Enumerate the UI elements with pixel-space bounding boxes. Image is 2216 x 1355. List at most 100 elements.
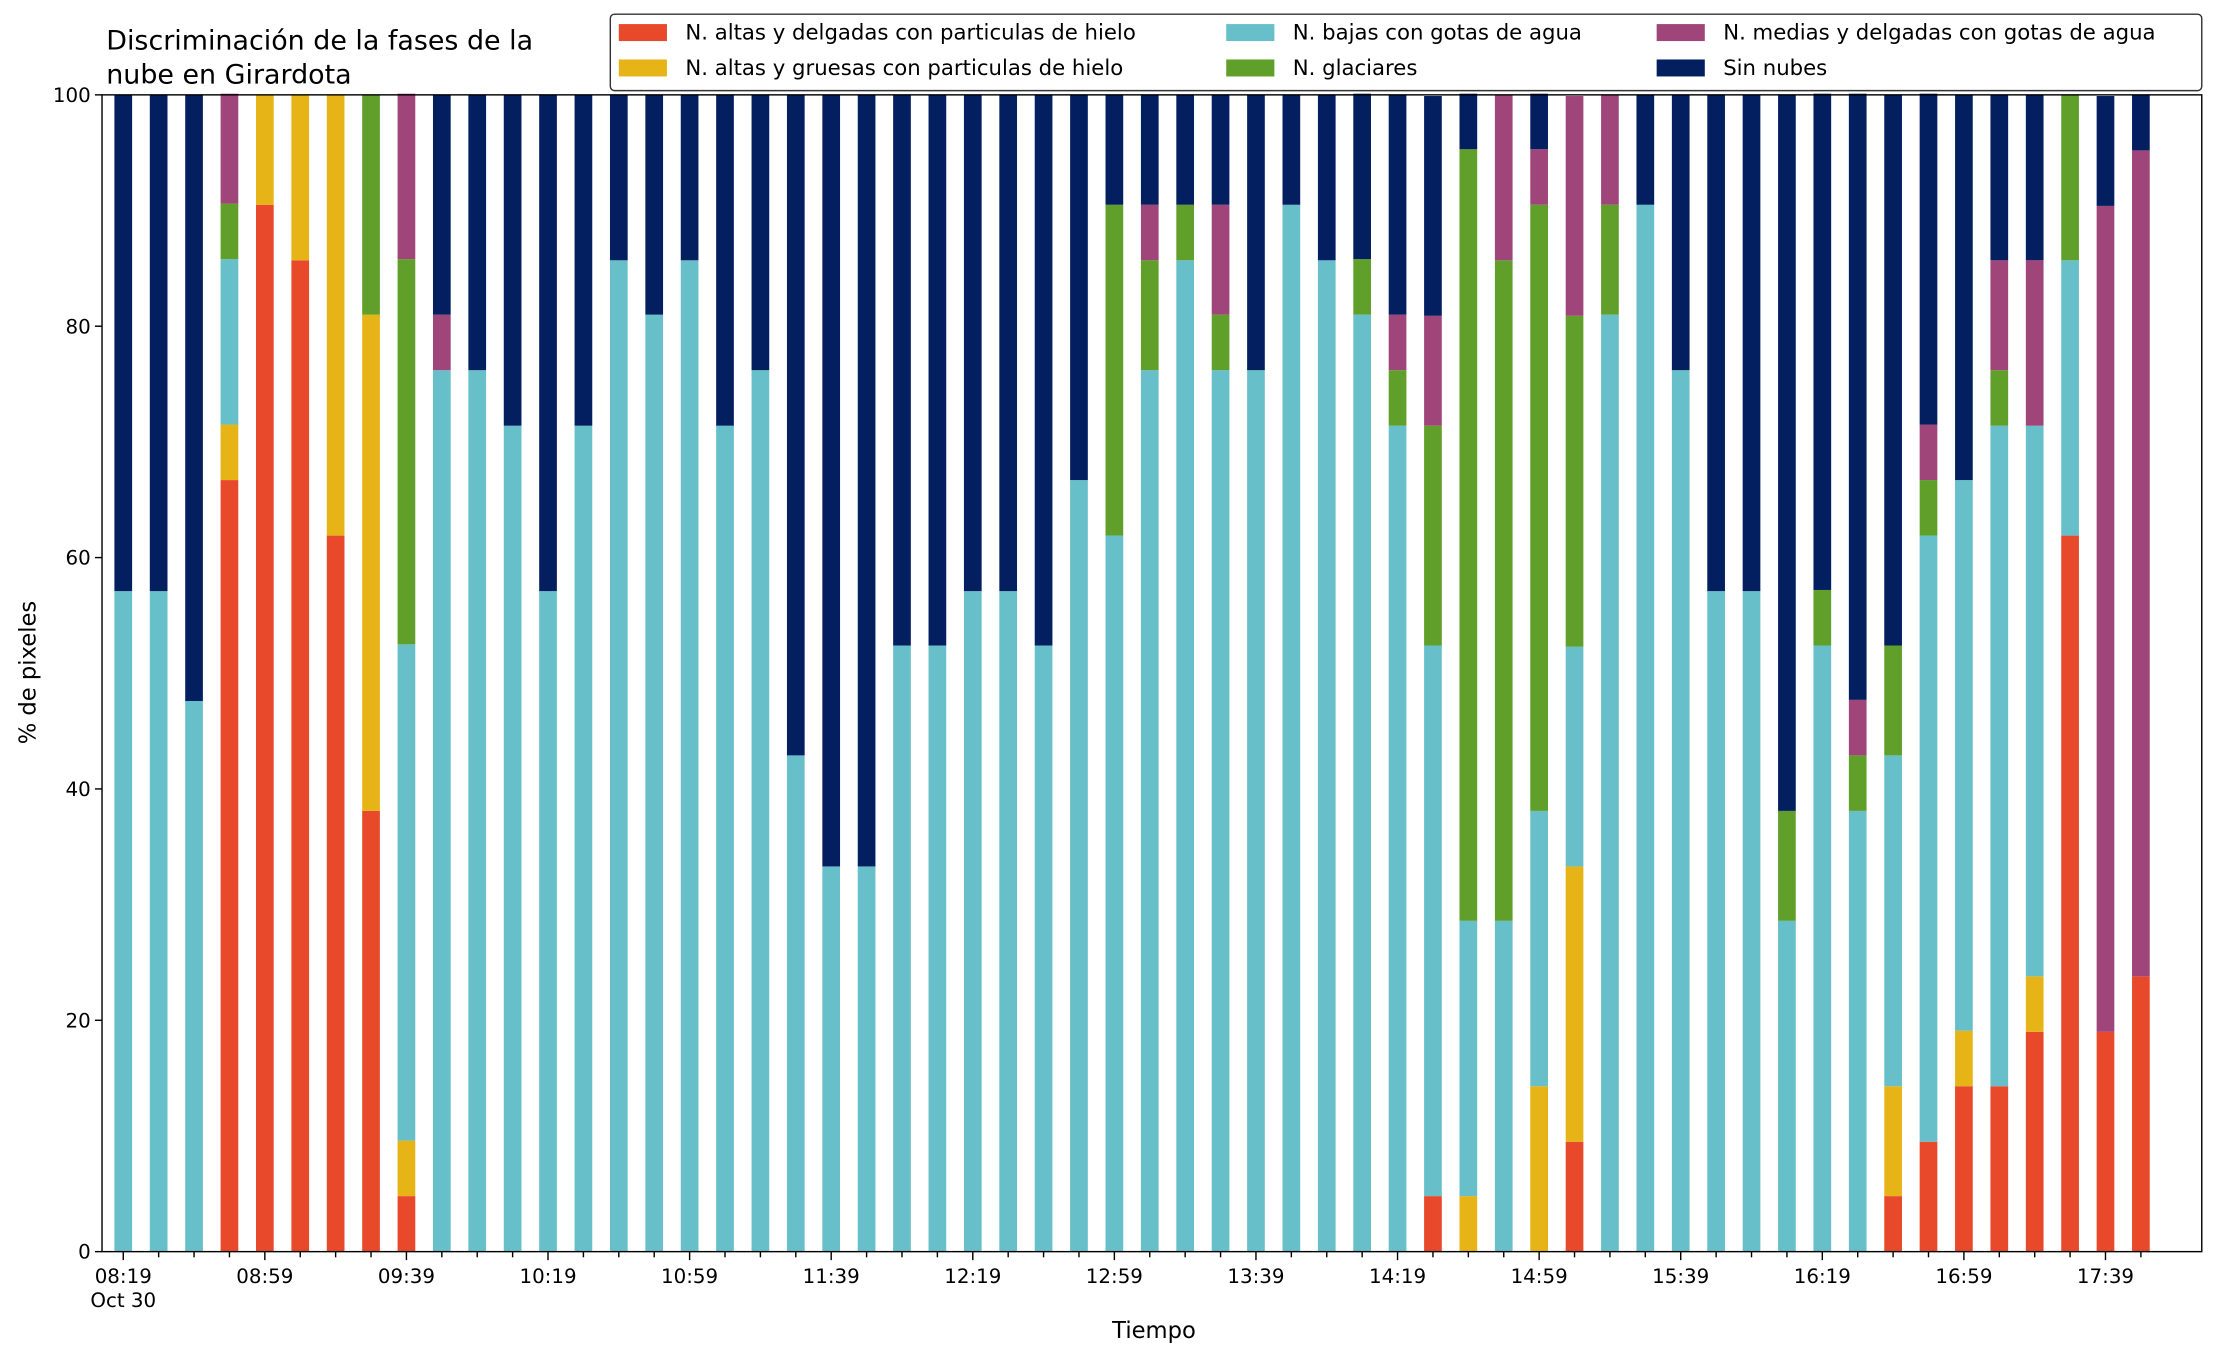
bar-segment <box>645 314 664 1252</box>
bar-segment <box>1990 425 2009 1087</box>
bar-segment <box>432 370 451 1252</box>
bar-segment <box>1848 755 1867 811</box>
legend-swatch <box>1226 24 1275 42</box>
bar-segment <box>1424 1196 1442 1252</box>
x-date-label: Oct 30 <box>90 1289 156 1312</box>
legend-swatch <box>1656 24 1705 42</box>
bar-segment <box>220 203 239 260</box>
bar-segment <box>503 425 522 1252</box>
bar-segment <box>149 94 168 592</box>
bar-segment <box>362 94 380 315</box>
bar-segment <box>1919 1141 1938 1252</box>
bar-segment <box>539 591 557 1252</box>
bar-segment <box>220 259 239 425</box>
bar-segment <box>893 94 911 646</box>
bar-segment <box>1459 93 1478 150</box>
bar-segment <box>751 370 770 1252</box>
bar-segment <box>1565 866 1584 1142</box>
legend-label: N. bajas con gotas de agua <box>1293 21 1582 46</box>
bar-segment <box>1955 480 1973 1031</box>
bar-segment <box>1919 424 1938 481</box>
bar-segment <box>2061 535 2079 1252</box>
x-tick-label: 14:59 <box>1511 1265 1568 1288</box>
bar-segment <box>1530 93 1548 150</box>
bar-segment <box>1388 314 1407 371</box>
bar-segment <box>291 94 310 261</box>
y-tick-label: 20 <box>65 1009 90 1032</box>
bar-segment <box>397 1196 416 1252</box>
bar-segment <box>255 94 274 205</box>
bar-segment <box>397 93 416 260</box>
bar-segment <box>1707 591 1725 1252</box>
bar-segment <box>1459 920 1478 1197</box>
bar-segment <box>1176 260 1195 1252</box>
bar-segment <box>1034 94 1053 646</box>
bar-segment <box>1813 589 1832 646</box>
bar-segment <box>362 314 380 811</box>
bar-segment <box>1388 425 1407 1252</box>
x-tick-label: 12:59 <box>1086 1265 1143 1288</box>
bar-segment <box>1884 1196 1902 1252</box>
bar-segment <box>1494 94 1513 261</box>
bar-segment <box>1884 94 1902 646</box>
bar-segment <box>1955 1030 1973 1087</box>
bar-segment <box>1990 94 2009 261</box>
bar-segment <box>1317 260 1336 1252</box>
bar-segment <box>609 94 628 261</box>
bar-segment <box>1105 535 1124 1252</box>
bar-segment <box>1813 645 1832 1252</box>
y-tick-label: 80 <box>65 315 90 338</box>
bar-segment <box>1601 314 1619 1252</box>
bar-segment <box>680 260 699 1252</box>
bar-segment <box>1211 314 1230 371</box>
bar-segment <box>1990 370 2009 426</box>
bar-segment <box>1070 480 1088 1252</box>
y-tick-label: 40 <box>65 778 90 801</box>
bar-segment <box>2132 150 2150 977</box>
bar-segment <box>2061 94 2079 261</box>
bar-segment <box>822 94 841 867</box>
legend-label: N. glaciares <box>1293 56 1418 81</box>
bar-segment <box>999 94 1018 592</box>
bar-segment <box>1140 370 1159 1252</box>
bar-segment <box>1636 94 1655 205</box>
bar-segment <box>1955 1086 1973 1252</box>
bar-segment <box>1140 94 1159 205</box>
bar-segment <box>2096 1031 2115 1252</box>
bar-segment <box>928 94 947 646</box>
bar-segment <box>1742 591 1761 1252</box>
bar-segment <box>1494 260 1513 921</box>
bar-segment <box>2096 96 2115 206</box>
bar-segment <box>1424 425 1442 646</box>
bar-segment <box>928 645 947 1252</box>
bar-segment <box>1955 94 1973 481</box>
bar-segment <box>220 93 239 204</box>
bar-segment <box>1459 1196 1478 1252</box>
bar-segment <box>1353 259 1372 315</box>
legend-swatch <box>618 59 667 77</box>
bar-segment <box>1990 1086 2009 1252</box>
bar-segment <box>609 260 628 1252</box>
bar-segment <box>857 94 876 867</box>
bar-segment <box>503 94 522 426</box>
bar-segment <box>1601 94 1619 205</box>
bar-segment <box>114 591 133 1252</box>
bar-segment <box>1778 920 1796 1252</box>
y-tick-label: 0 <box>78 1241 91 1264</box>
bar-segment <box>1105 204 1124 536</box>
bar-segment <box>1671 370 1690 1252</box>
bar-segment <box>574 425 593 1252</box>
bar-segment <box>1919 93 1938 425</box>
x-tick-label: 12:19 <box>944 1265 1001 1288</box>
bar-segment <box>857 866 876 1252</box>
bar-segment <box>185 94 203 702</box>
bar-segment <box>1565 315 1584 647</box>
bar-segment <box>397 259 416 645</box>
bar-segment <box>1884 755 1902 1087</box>
bar-segment <box>1848 810 1867 1252</box>
bar-segment <box>1247 370 1265 1252</box>
bar-segment <box>2025 1031 2044 1252</box>
bar-segment <box>1848 699 1867 756</box>
chart-title: nube en Girardota <box>106 60 351 91</box>
bar-segment <box>255 204 274 1252</box>
